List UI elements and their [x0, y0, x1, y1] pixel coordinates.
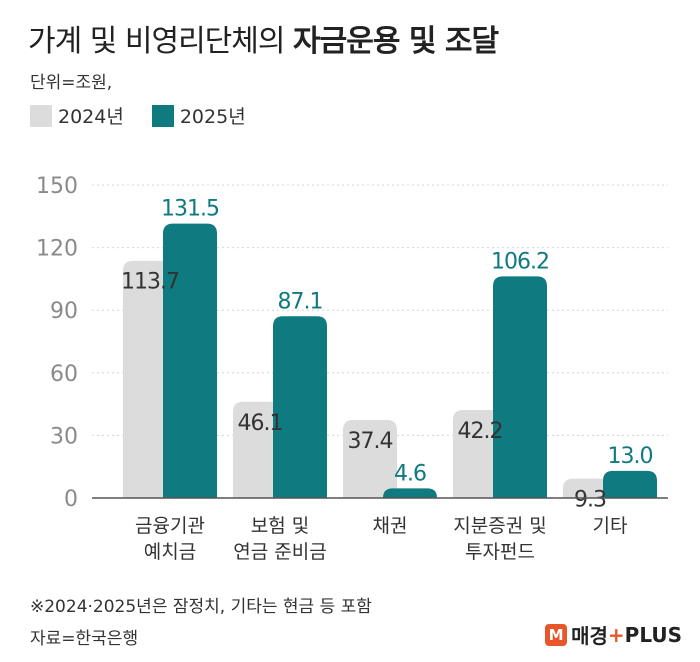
- category-label-0-1: 예치금: [144, 541, 196, 563]
- legend-swatch-2025: [151, 104, 174, 127]
- bar-2024-2: [343, 419, 397, 498]
- bar-chart: 0 30 60 90 120 150 113.7 46.1 37.4 42.2 9.3 131.5 87…: [36, 174, 668, 563]
- data-label-2024-0: 113.7: [121, 270, 179, 295]
- category-label-1-1: 연금 준비금: [233, 541, 326, 563]
- category-label-1-0: 보험 및: [251, 515, 309, 537]
- brand-logo: M 매경 + PLUS: [545, 620, 682, 649]
- bar-2025-3: [493, 276, 547, 498]
- data-label-2025-3: 106.2: [491, 249, 549, 274]
- data-label-2024-1: 46.1: [238, 411, 283, 436]
- bar-2025-2: [383, 488, 437, 498]
- category-label-2-0: 채권: [373, 515, 408, 537]
- y-tick-label-150: 150: [36, 174, 78, 199]
- logo-text-a: 매경: [571, 624, 608, 648]
- data-label-2024-4: 9.3: [574, 488, 606, 513]
- y-tick-label-90: 90: [50, 299, 78, 324]
- y-tick-label-120: 120: [36, 237, 78, 262]
- data-label-2025-0: 131.5: [161, 197, 219, 222]
- category-label-4-0: 기타: [593, 515, 628, 537]
- data-label-2024-3: 42.2: [458, 419, 503, 444]
- source-note: 자료=한국은행: [30, 629, 139, 649]
- legend-label-2025: 2025년: [179, 106, 246, 128]
- legend-item-2024: 2024년: [30, 102, 124, 129]
- legend-label-2024: 2024년: [58, 106, 124, 128]
- title-bold: 자금운용 및 조달: [293, 24, 499, 59]
- chart-title: 가계 및 비영리단체의 자금운용 및 조달: [28, 16, 499, 60]
- data-label-2025-1: 87.1: [278, 289, 323, 314]
- logo-plus: +: [607, 622, 625, 647]
- legend: 2024년 2025년: [30, 102, 274, 129]
- bar-2025-0: [163, 223, 217, 498]
- data-label-2024-2: 37.4: [348, 429, 393, 454]
- title-regular: 가계 및 비영리단체의: [28, 24, 294, 59]
- category-label-3-1: 투자펀드: [465, 541, 535, 563]
- y-tick-label-30: 30: [50, 424, 78, 449]
- logo-text-b: PLUS: [624, 622, 682, 647]
- logo-mark-icon: M: [545, 623, 568, 646]
- y-tick-label-60: 60: [50, 362, 78, 387]
- data-label-2025-2: 4.6: [394, 461, 426, 486]
- footnote: ※2024·2025년은 잠정치, 기타는 현금 등 포함: [30, 597, 372, 617]
- unit-label: 단위=조원,: [30, 73, 113, 93]
- data-label-2025-4: 13.0: [608, 444, 653, 469]
- bar-2025-4: [603, 470, 657, 498]
- bar-2025-1: [273, 316, 327, 498]
- y-tick-label-0: 0: [64, 487, 78, 512]
- category-label-3-0: 지분증권 및: [453, 515, 546, 537]
- category-label-0-0: 금융기관: [135, 515, 205, 537]
- legend-item-2025: 2025년: [151, 102, 246, 129]
- legend-swatch-2024: [30, 104, 52, 127]
